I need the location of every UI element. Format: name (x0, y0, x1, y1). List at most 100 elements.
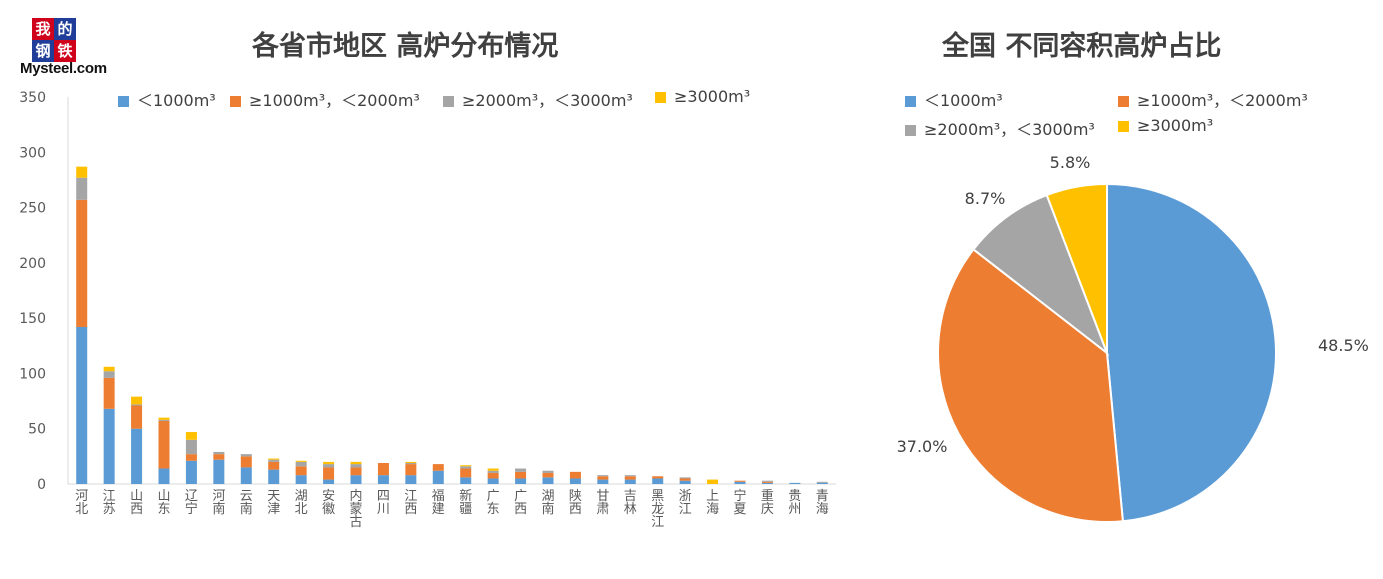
x-tick-label: 贵州 (788, 489, 801, 517)
bar-chart-legend: ＜1000m³ ≥1000m³，＜2000m³ ≥2000m³，＜3000m³ … (118, 87, 798, 110)
bar-segment (350, 461, 362, 465)
bar-segment (158, 468, 170, 484)
bar-segment (597, 479, 609, 484)
bar-segment (323, 461, 335, 465)
y-tick-label: 300 (19, 145, 46, 161)
bar-segment (405, 462, 417, 465)
bar-segment (323, 464, 335, 468)
bar-segment (268, 461, 280, 470)
pie-legend-item-2: ≥1000m³，＜2000m³ (1118, 87, 1308, 111)
bar-segment (460, 465, 472, 467)
bar-legend-item-3: ≥2000m³，＜3000m³ (443, 87, 633, 111)
x-tick-label: 四川 (377, 489, 390, 517)
x-tick-label: 上海 (706, 489, 719, 517)
x-tick-label: 河南 (212, 489, 225, 517)
x-tick-label: 安徽 (322, 489, 335, 517)
bar-segment (76, 199, 88, 327)
bar-legend-item-1: ＜1000m³ (118, 87, 216, 111)
y-tick-label: 350 (19, 90, 46, 106)
pie-chart-title: 全国 不同容积高炉占比 (942, 31, 1222, 62)
bar-segment (185, 432, 197, 440)
x-tick-label: 陕西 (569, 489, 582, 517)
x-tick-label: 吉林 (624, 489, 637, 517)
bar-segment (240, 467, 252, 484)
pie-value-label: 5.8% (1050, 153, 1091, 172)
bar-segment (377, 462, 389, 476)
bar-segment (295, 466, 307, 476)
logo-char-2: 的 (54, 18, 76, 40)
pie-legend-item-1: ＜1000m³ (905, 87, 1003, 111)
bar-segment (515, 471, 527, 479)
x-tick-label: 重庆 (761, 488, 774, 517)
x-tick-label: 湖南 (541, 489, 554, 517)
pie-chart-legend: ＜1000m³ ≥1000m³，＜2000m³ ≥2000m³，＜3000m³ … (905, 87, 1365, 139)
x-tick-label: 辽宁 (185, 489, 198, 517)
bar-segment (295, 475, 307, 484)
x-tick-label: 江苏 (103, 489, 116, 517)
pie-value-label: 37.0% (897, 437, 948, 456)
bar-segment (569, 478, 581, 484)
y-tick-label: 150 (19, 311, 46, 327)
x-tick-label: 黑龙江 (651, 489, 664, 530)
legend-label: ＜1000m³ (924, 91, 1003, 110)
y-tick-label: 100 (19, 366, 46, 382)
logo-char-1: 我 (32, 18, 54, 40)
bar-segment (350, 464, 362, 468)
legend-swatch (1118, 96, 1129, 107)
x-tick-label: 湖北 (295, 489, 308, 517)
legend-label: ≥2000m³，＜3000m³ (924, 120, 1095, 139)
bar-segment (131, 428, 143, 484)
pie-chart: 48.5% 37.0% 8.7% 5.8% (897, 153, 1369, 523)
x-tick-label: 云南 (240, 489, 253, 517)
bar-segment (432, 470, 444, 484)
legend-label: ＜1000m³ (137, 91, 216, 110)
bar-segment (405, 475, 417, 484)
bar-segment (103, 366, 115, 372)
x-tick-label: 广西 (514, 489, 527, 517)
bar-legend-item-2: ≥1000m³，＜2000m³ (230, 87, 420, 111)
bar-segment (295, 461, 307, 467)
logo-brand-text: Mysteel.com (20, 60, 107, 77)
bar-segment (816, 481, 828, 483)
logo-char-4: 铁 (54, 40, 76, 62)
pie-legend-item-4: ≥3000m³ (1118, 116, 1213, 135)
bar-segment (487, 472, 499, 479)
bar-segment (76, 166, 88, 178)
bar-segment (185, 454, 197, 461)
legend-swatch (655, 92, 666, 103)
bar-segment (213, 459, 225, 484)
bar-segment (240, 454, 252, 457)
pie-slice (972, 193, 1110, 356)
bar-segment (323, 467, 335, 480)
bar-segment (131, 405, 143, 429)
mysteel-logo: 我 的 钢 铁 Mysteel.com (18, 18, 128, 88)
legend-swatch (118, 96, 129, 107)
bar-segment (816, 482, 828, 484)
y-tick-label: 250 (19, 201, 46, 217)
bar-segment (76, 326, 88, 484)
bar-segment (487, 468, 499, 471)
legend-swatch (230, 96, 241, 107)
bar-segment (460, 468, 472, 478)
bar-segment (679, 480, 691, 484)
bar-segment (597, 475, 609, 477)
x-tick-label: 福建 (432, 489, 445, 517)
bar-segment (158, 420, 170, 469)
bar-segment (350, 467, 362, 476)
y-tick-label: 50 (28, 422, 46, 438)
bar-segment (487, 478, 499, 484)
bar-segment (734, 481, 746, 484)
x-tick-label: 浙江 (679, 489, 692, 517)
bar-segment (761, 482, 773, 484)
bar-segment (542, 470, 554, 473)
bar-segment (350, 475, 362, 484)
stacked-bar-chart: 0 50 100 150 200 250 300 350 河北江苏山西山东辽宁河南云南天津湖北安… (19, 90, 836, 530)
legend-swatch (905, 125, 916, 136)
x-tick-label: 天津 (267, 489, 280, 517)
y-tick-label: 0 (37, 477, 46, 493)
bar-segment (131, 396, 143, 405)
bar-segment (460, 477, 472, 484)
bar-segment (103, 377, 115, 409)
bar-segment (542, 472, 554, 478)
bar-segment (240, 456, 252, 468)
